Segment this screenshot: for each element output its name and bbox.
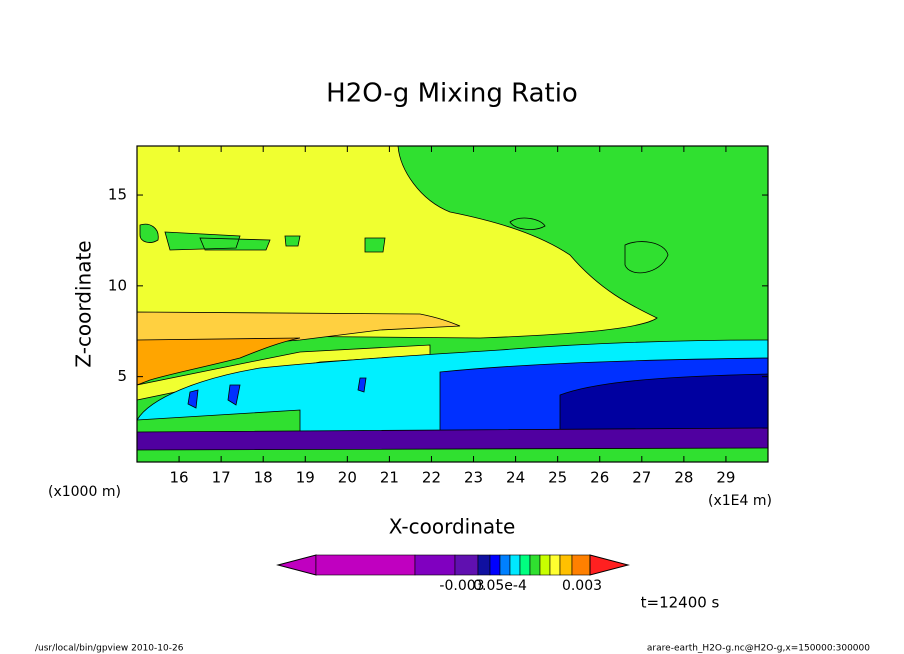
x-tick-label: 24	[506, 469, 525, 487]
footer-left: /usr/local/bin/gpview 2010-10-26	[35, 644, 184, 654]
y-axis-title: Z-coordinate	[72, 240, 96, 367]
x-tick-label: 19	[296, 469, 315, 487]
plot-frame	[136, 145, 769, 463]
colorbar-cell	[529, 554, 541, 576]
colorbar-cell	[571, 554, 591, 576]
colorbar-cell	[489, 554, 501, 576]
x-tick-label: 23	[464, 469, 483, 487]
colorbar-cell	[499, 554, 511, 576]
colorbar-cell	[509, 554, 521, 576]
colorbar-cell	[589, 554, 630, 576]
colorbar-cell	[454, 554, 479, 576]
x-tick-label: 16	[170, 469, 189, 487]
x-axis-title: X-coordinate	[389, 515, 516, 539]
y-tick-label: 10	[108, 276, 127, 294]
colorbar-label: 0.003	[562, 578, 602, 594]
footer-right: arare-earth_H2O-g.nc@H2O-g,x=150000:3000…	[647, 644, 870, 654]
x-tick-label: 26	[590, 469, 609, 487]
colorbar-cell	[549, 554, 561, 576]
colorbar-cell	[315, 554, 416, 576]
x-tick-label: 29	[716, 469, 735, 487]
x-tick-label: 25	[548, 469, 567, 487]
colorbar-cell	[414, 554, 456, 576]
contour-field	[136, 145, 769, 463]
colorbar-cell	[276, 554, 317, 576]
colorbar-cell	[477, 554, 491, 576]
x-tick-label: 18	[254, 469, 273, 487]
x-tick-label: 27	[632, 469, 651, 487]
colorbar-label: 0.05e-4	[473, 578, 527, 594]
y-tick-label: 5	[117, 367, 127, 385]
time-label: t=12400 s	[641, 594, 720, 612]
colorbar-cell	[519, 554, 531, 576]
x-tick-label: 17	[212, 469, 231, 487]
colorbar-cell	[559, 554, 573, 576]
x-unit-label: (x1E4 m)	[708, 493, 772, 509]
colorbar-cell	[539, 554, 551, 576]
x-tick-label: 20	[338, 469, 357, 487]
chart-title: H2O-g Mixing Ratio	[326, 79, 578, 109]
y-tick-label: 15	[108, 186, 127, 204]
colorbar-label: -0.003	[439, 578, 484, 594]
x-tick-label: 22	[422, 469, 441, 487]
x-tick-label: 28	[674, 469, 693, 487]
x-tick-label: 21	[380, 469, 399, 487]
y-unit-label: (x1000 m)	[48, 484, 121, 500]
